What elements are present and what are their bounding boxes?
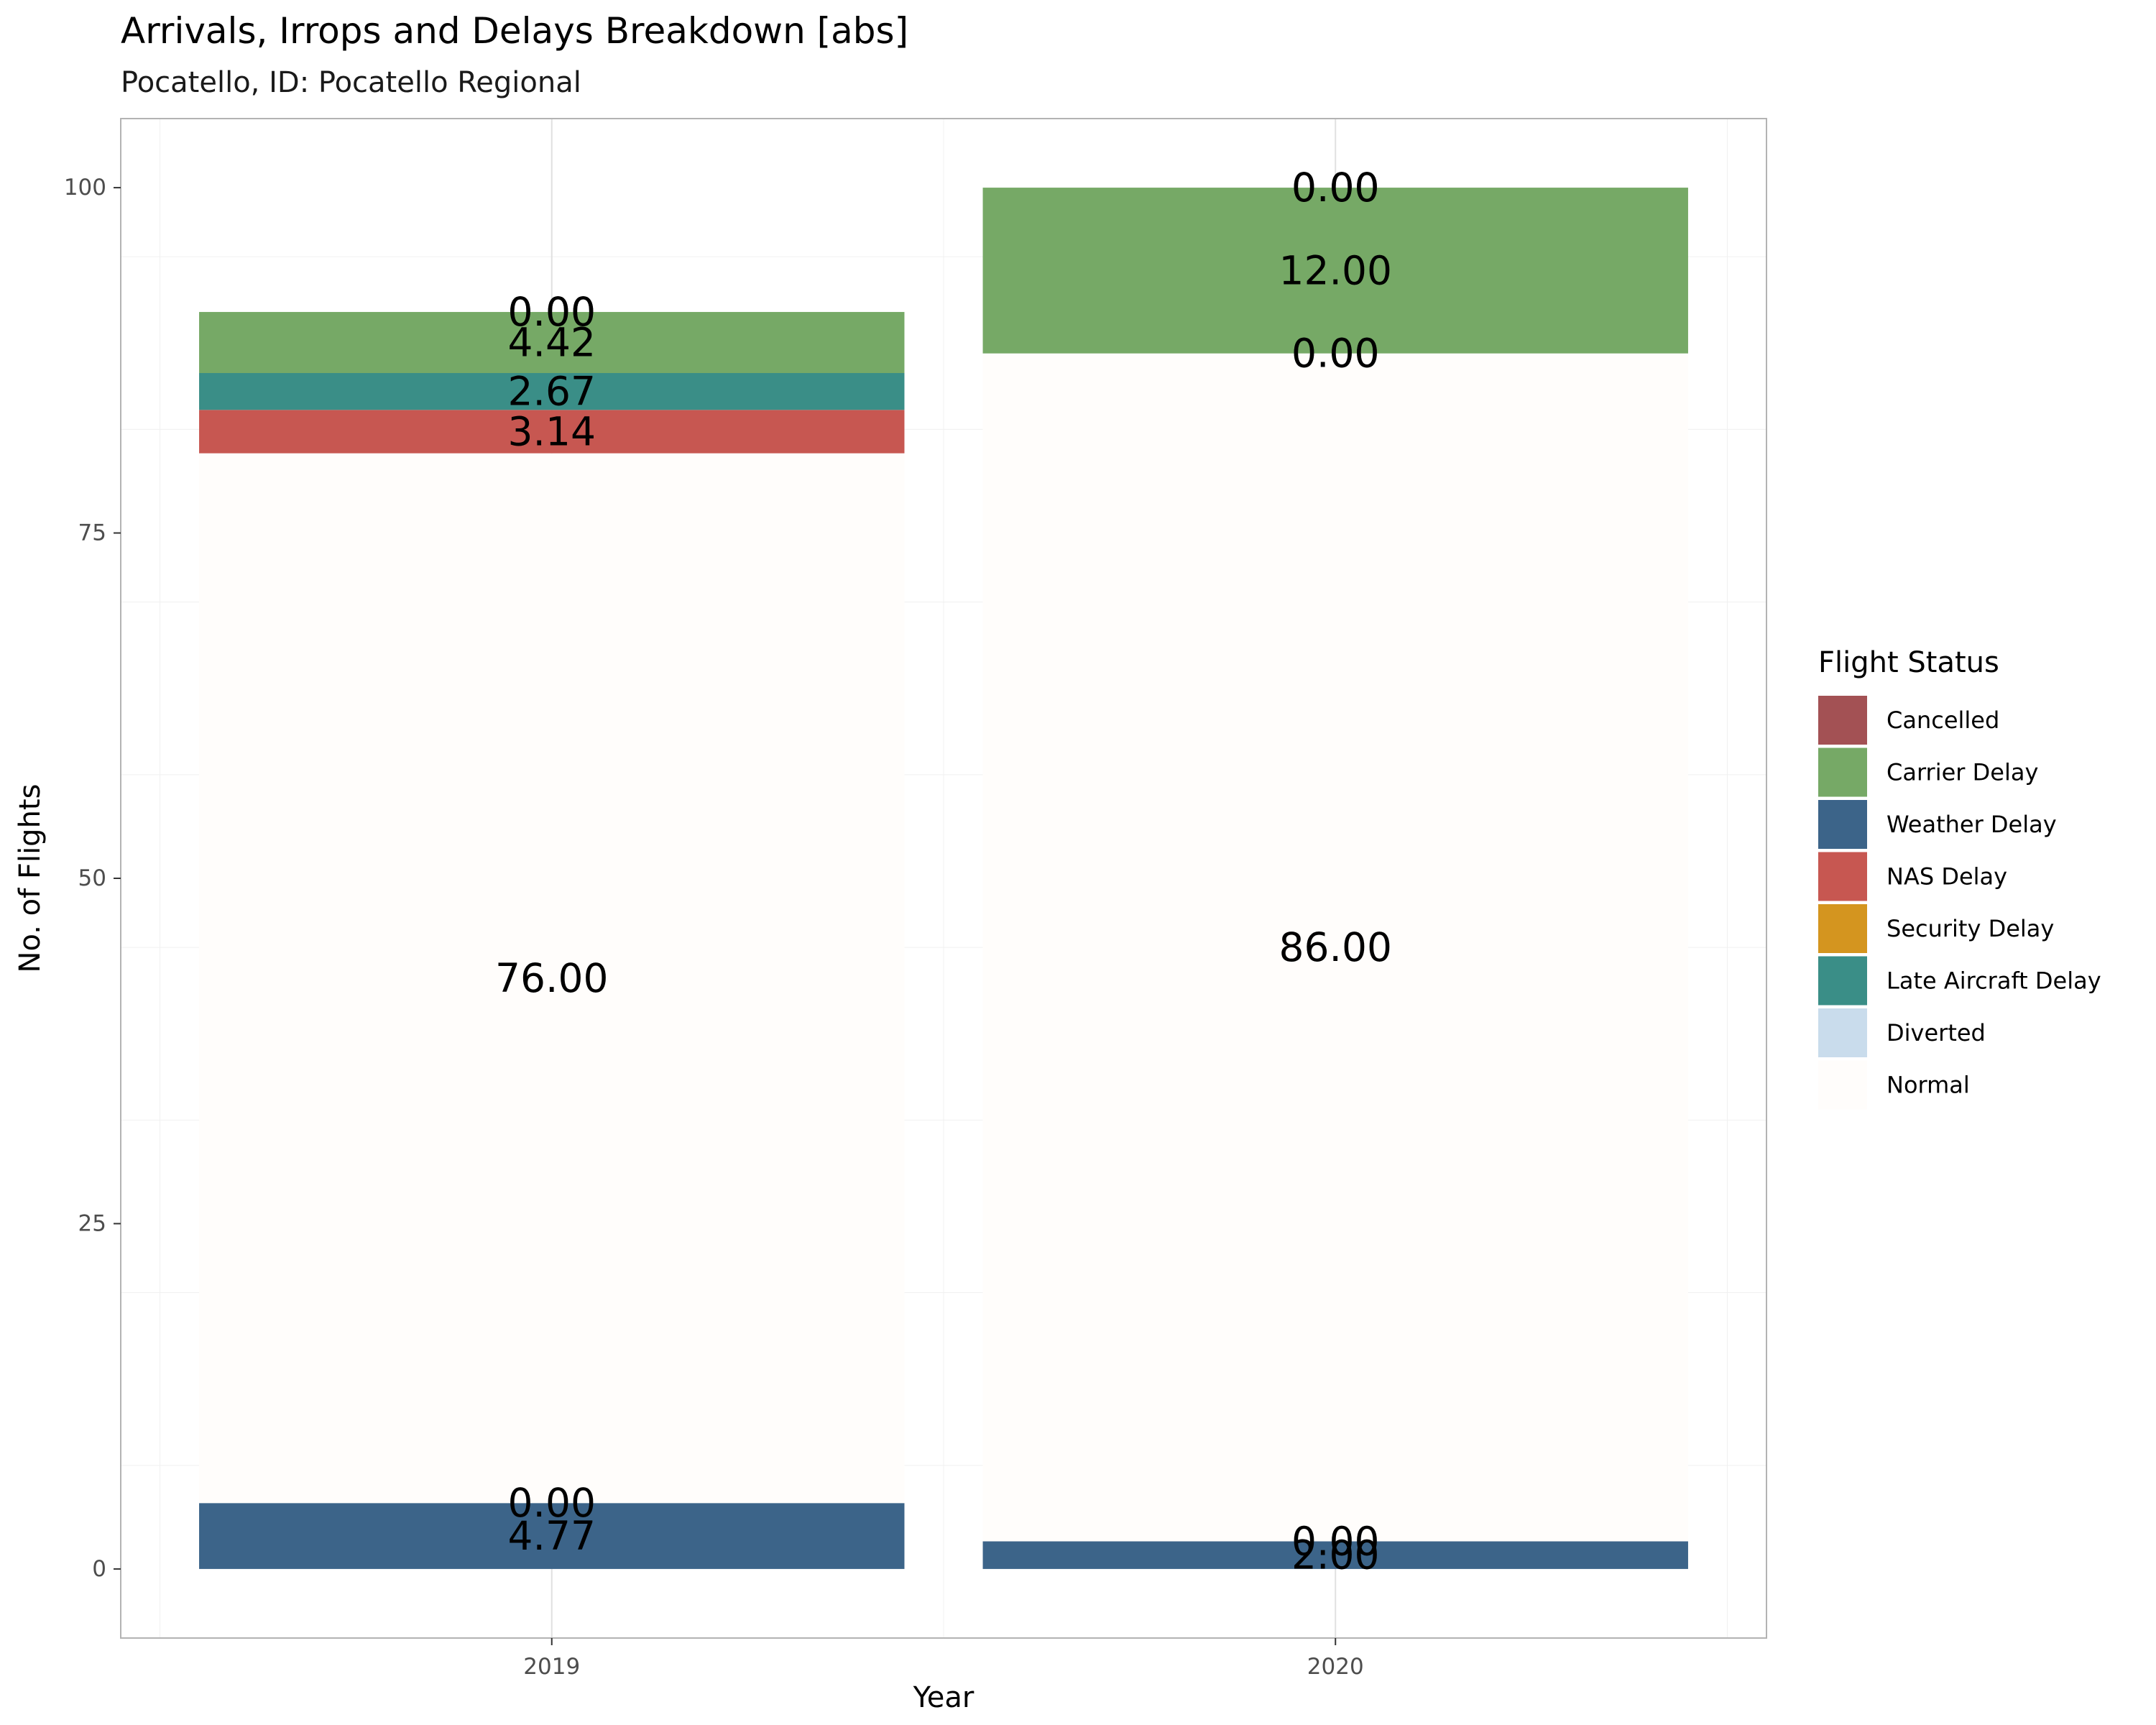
legend-title: Flight Status [1818, 646, 1999, 679]
bar-segment [982, 1541, 1688, 1569]
y-axis: 0 25 50 75 100 [64, 175, 121, 1582]
legend-label: Diverted [1886, 1019, 1986, 1046]
data-label: 0.00 [508, 289, 596, 335]
data-label: 0.00 [1291, 1518, 1379, 1564]
data-label: 0.00 [508, 1480, 596, 1526]
chart-subtitle: Pocatello, ID: Pocatello Regional [121, 66, 581, 99]
data-label: 12.00 [1279, 247, 1392, 293]
x-tick-label: 2019 [523, 1654, 580, 1680]
data-label: 4.42 [508, 320, 596, 366]
bar-segment [982, 188, 1688, 354]
legend-key [1818, 696, 1867, 745]
x-axis-title: Year [913, 1681, 975, 1714]
data-label: 2.00 [1291, 1532, 1379, 1578]
legend-key [1818, 1060, 1867, 1110]
bar-segment [199, 312, 905, 373]
data-label: 86.00 [1279, 924, 1392, 970]
x-tick-label: 2020 [1307, 1654, 1364, 1680]
y-tick-label: 0 [92, 1556, 106, 1582]
legend-label: Late Aircraft Delay [1886, 967, 2101, 995]
data-label: 3.14 [508, 408, 596, 454]
x-axis: 2019 2020 [523, 1638, 1364, 1680]
legend-label: NAS Delay [1886, 863, 2007, 891]
legend-label: Weather Delay [1886, 811, 2057, 838]
data-label: 76.00 [495, 955, 608, 1001]
y-tick-label: 50 [78, 865, 106, 891]
data-label: 2.67 [508, 369, 596, 415]
legend: Cancelled Carrier Delay Weather Delay NAS D… [1818, 696, 2101, 1110]
legend-key [1818, 956, 1867, 1006]
legend-key [1818, 1008, 1867, 1057]
legend-label: Carrier Delay [1886, 759, 2038, 786]
y-tick-label: 25 [78, 1210, 106, 1236]
bar-segment [199, 372, 905, 410]
data-labels: 4.770.0076.003.142.674.420.000.002.000.0… [495, 165, 1392, 1578]
data-label: 0.00 [1291, 165, 1379, 211]
legend-key [1818, 748, 1867, 797]
legend-label: Security Delay [1886, 915, 2054, 942]
chart-title: Arrivals, Irrops and Delays Breakdown [a… [121, 10, 908, 52]
legend-label: Cancelled [1886, 707, 1999, 734]
bar-segment [982, 353, 1688, 1542]
bar-segment [199, 1503, 905, 1569]
bars [199, 188, 1688, 1569]
data-label: 4.77 [508, 1513, 596, 1559]
y-tick-label: 75 [78, 520, 106, 546]
legend-key [1818, 800, 1867, 849]
bar-segment [199, 453, 905, 1504]
data-label: 0.00 [1291, 165, 1379, 211]
data-label: 0.00 [1291, 331, 1379, 377]
y-tick-label: 100 [64, 175, 106, 201]
data-label: 0.00 [1291, 331, 1379, 377]
data-label: 0.00 [508, 289, 596, 335]
legend-key [1818, 852, 1867, 901]
y-axis-title: No. of Flights [14, 784, 47, 973]
legend-key [1818, 904, 1867, 953]
bar-segment [199, 410, 905, 454]
legend-label: Normal [1886, 1072, 1970, 1099]
